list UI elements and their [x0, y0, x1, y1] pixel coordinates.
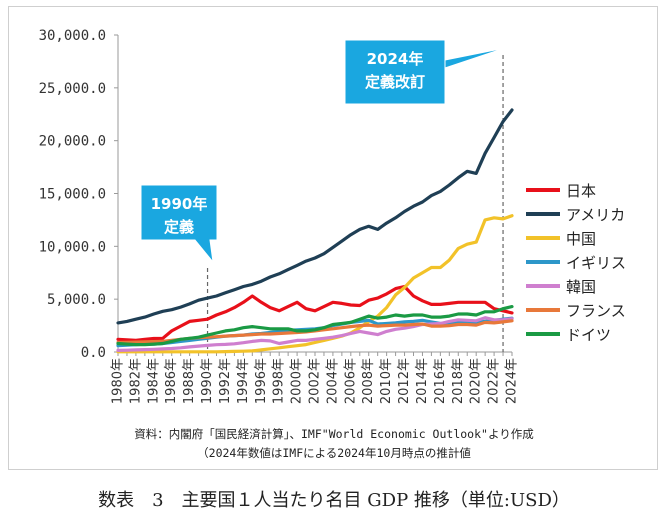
source-note-line1: 資料：内閣府「国民経済計算」、IMF"World Economic Outloo…: [134, 427, 534, 441]
x-tick-label: 1986年: [164, 358, 179, 404]
x-tick-label: 2018年: [451, 358, 466, 404]
y-tick-label: 0.0: [81, 345, 106, 361]
x-tick-label: 1990年: [200, 358, 215, 404]
annotation-2024-text: 定義改訂: [365, 73, 425, 91]
legend-label: 韓国: [566, 278, 596, 296]
annotation-1990-text: 定義: [164, 218, 194, 236]
annotation-2024-box: [344, 39, 506, 105]
legend-label: 日本: [566, 182, 596, 200]
series-line-アメリカ: [116, 108, 514, 325]
x-tick-label: 1988年: [182, 358, 197, 404]
annotation-1990-box: [140, 184, 218, 264]
x-tick-label: 2008年: [361, 358, 376, 404]
chart-plot: 0.0 5,000.0 10,000.0 15,000.0 20,000.0 25,000…: [39, 28, 626, 404]
annotation-1990-text: 1990年: [151, 195, 208, 213]
x-tick-label: 1996年: [254, 358, 269, 404]
x-tick-label: 1984年: [146, 358, 161, 404]
x-tick-label: 1994年: [236, 358, 251, 404]
y-tick-label: 10,000.0: [39, 239, 106, 255]
legend-label: フランス: [566, 302, 626, 320]
x-tick-label: 1992年: [218, 358, 233, 404]
x-tick-label: 1980年: [111, 358, 126, 404]
x-tick-label: 1998年: [272, 358, 287, 404]
series-line-中国: [116, 214, 514, 354]
x-tick-label: 2006年: [343, 358, 358, 404]
x-tick-label: 2022年: [487, 358, 502, 404]
legend-label: 中国: [566, 230, 596, 248]
x-tick-label: 2004年: [325, 358, 340, 404]
x-tick-label: 2002年: [308, 358, 323, 404]
x-tick-label: 2012年: [397, 358, 412, 404]
series-line-日本: [116, 284, 514, 342]
x-tick-label: 2014年: [415, 358, 430, 404]
series-line-韓国: [116, 316, 514, 352]
source-note-line2: （2024年数値はIMFによる2024年10月時点の推計値: [197, 446, 471, 460]
x-tick-label: 2024年: [505, 358, 520, 404]
legend-label: アメリカ: [566, 206, 625, 224]
y-tick-label: 25,000.0: [39, 81, 106, 97]
x-tick-label: 1982年: [128, 358, 143, 404]
annotation-2024-text: 2024年: [367, 50, 424, 68]
x-tick-label: 2010年: [379, 358, 394, 404]
y-tick-label: 20,000.0: [39, 134, 106, 150]
x-tick-label: 2016年: [433, 358, 448, 404]
x-tick-label: 2000年: [290, 358, 305, 404]
y-tick-label: 5,000.0: [47, 292, 106, 308]
legend-label: ドイツ: [566, 326, 611, 344]
y-tick-label: 30,000.0: [39, 28, 106, 44]
series-line-ドイツ: [116, 305, 514, 347]
legend-label: イギリス: [566, 254, 626, 272]
x-tick-label: 2020年: [469, 358, 484, 404]
figure-caption: 数表 3 主要国１人当たり名目 GDP 推移（単位:USD）: [98, 490, 570, 511]
y-tick-label: 15,000.0: [39, 187, 106, 203]
